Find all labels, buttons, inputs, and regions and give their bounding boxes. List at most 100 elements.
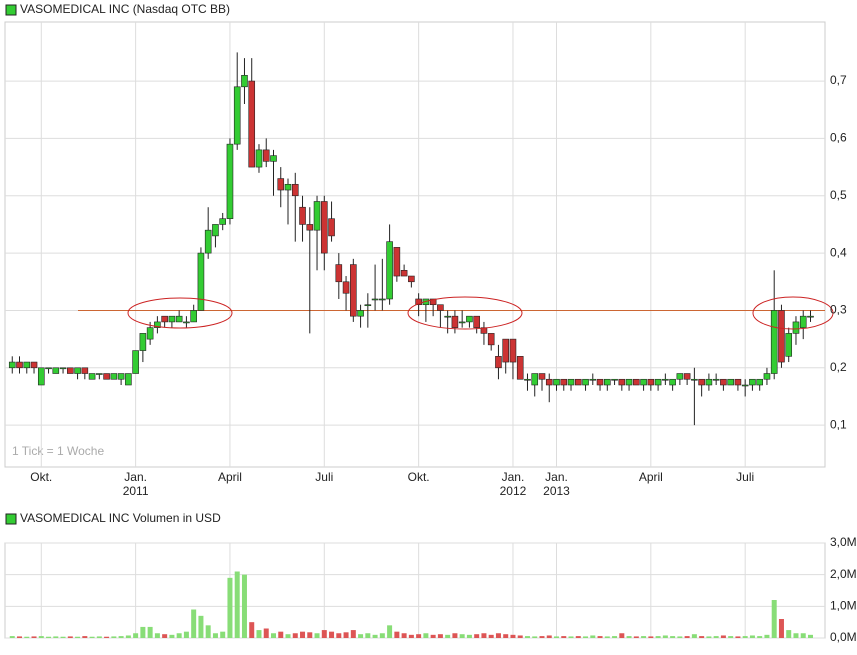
volume-bar — [263, 628, 269, 638]
candle-body — [45, 367, 52, 370]
candle-body — [415, 298, 422, 306]
candle-body — [582, 378, 589, 386]
volume-bar — [270, 633, 276, 638]
candle-body — [625, 378, 633, 386]
candle-body — [662, 378, 669, 381]
x-tick-label: Juli — [315, 470, 333, 484]
y-tick-label: 0,5 — [830, 188, 847, 202]
candle-body — [357, 310, 364, 317]
price-frame — [4, 21, 826, 468]
candle-body — [524, 378, 531, 381]
volume-bar — [539, 636, 545, 638]
candle-body — [654, 378, 662, 386]
candle-body — [444, 315, 451, 318]
candle-body — [241, 75, 248, 88]
volume-bar — [314, 633, 320, 638]
x-tick-label: Jan. 2013 — [543, 470, 570, 498]
y-tick-label: 0,6 — [830, 131, 847, 145]
candle-body — [8, 361, 16, 369]
candle-body — [277, 178, 285, 191]
candle-body — [161, 315, 168, 323]
marks — [8, 52, 825, 638]
volume-bar — [749, 635, 755, 638]
candle-body — [30, 361, 38, 369]
volume-bar — [205, 625, 211, 638]
volume-bar — [379, 633, 385, 638]
candle-body — [574, 378, 582, 386]
candle-body — [683, 373, 691, 380]
volume-bar — [358, 634, 364, 638]
candle-body — [567, 378, 575, 386]
candle-body — [132, 350, 139, 374]
volume-bar — [329, 631, 335, 638]
candle-body — [495, 356, 502, 369]
x-tick-label: Juli — [736, 470, 754, 484]
volume-bar — [662, 635, 668, 638]
volume-bar — [387, 625, 393, 638]
volume-bar — [343, 632, 349, 638]
candle-body — [37, 367, 45, 386]
candle-body — [313, 201, 321, 231]
candle-body — [749, 378, 756, 386]
volume-bar — [670, 636, 676, 638]
volume-bar — [619, 633, 625, 638]
candle-body — [110, 373, 118, 380]
candle-body — [386, 241, 393, 300]
volume-bar — [75, 636, 81, 638]
candle-body — [400, 270, 408, 277]
volume-bar — [626, 636, 632, 638]
volume-bar — [365, 633, 371, 638]
volume-bar — [786, 630, 792, 638]
volume-bar — [597, 636, 603, 638]
volume-bar — [706, 636, 712, 638]
volume-bar — [633, 636, 639, 638]
volume-bar — [641, 636, 647, 638]
volume-bar — [532, 636, 538, 638]
candle-body — [741, 384, 749, 387]
x-tick-label: April — [218, 470, 242, 484]
volume-bar — [67, 636, 73, 638]
volume-bar — [278, 631, 284, 638]
volume-bar — [430, 634, 436, 638]
candle-body — [74, 367, 81, 374]
candle-body — [691, 378, 698, 381]
volume-bar — [220, 631, 226, 638]
candle-body — [640, 378, 647, 386]
y-tick-label: 1,0M — [830, 599, 857, 613]
y-tick-label: 0,7 — [830, 73, 847, 87]
candle-body — [756, 378, 763, 386]
highlights — [127, 296, 834, 330]
volume-bar — [300, 631, 306, 638]
candle-body — [96, 373, 103, 375]
candle-body — [262, 149, 270, 162]
candle-body — [183, 321, 190, 324]
candle-body — [763, 373, 771, 380]
x-tick-label: Okt. — [408, 470, 430, 484]
candle-body — [204, 229, 212, 254]
x-tick-label: Jan. 2012 — [500, 470, 527, 498]
candle-body — [589, 378, 597, 381]
candle-body — [487, 333, 495, 346]
candle-body — [146, 327, 154, 340]
candle-body — [408, 275, 415, 283]
candle-body — [531, 373, 539, 386]
highlight-ellipse — [127, 297, 233, 329]
candle-body — [604, 378, 611, 386]
volume-bar — [140, 626, 146, 638]
candle-body — [103, 373, 110, 380]
x-tick-label: Okt. — [30, 470, 52, 484]
candle-body — [255, 149, 263, 168]
volume-bar — [118, 636, 124, 638]
volume-bar — [612, 636, 618, 638]
candle-body — [560, 378, 568, 386]
candle-body — [705, 378, 713, 386]
candle-body — [117, 373, 125, 380]
candle-body — [248, 80, 256, 168]
volume-bar — [437, 634, 443, 638]
volume-bar — [648, 636, 654, 638]
volume-bar — [735, 636, 741, 638]
candle-body — [175, 315, 183, 323]
volume-bar — [488, 634, 494, 638]
annotation: 1 Tick = 1 Woche — [12, 444, 104, 458]
